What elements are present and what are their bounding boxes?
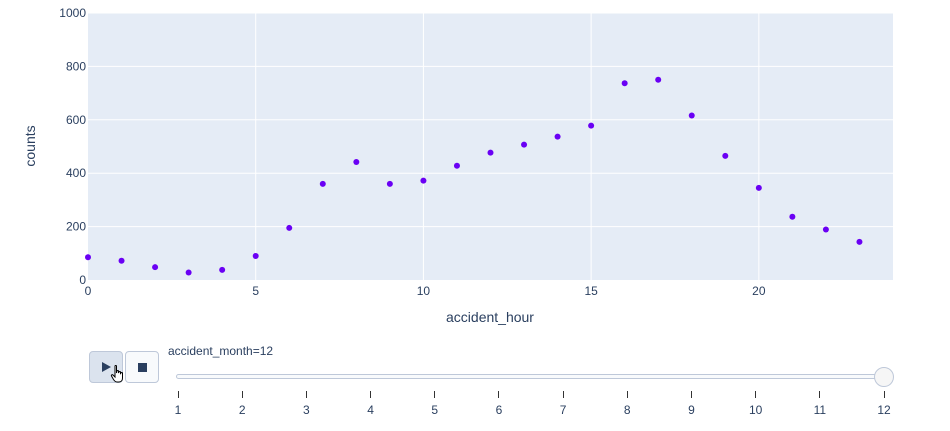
y-tick-label: 600 xyxy=(66,113,86,127)
x-tick-label: 5 xyxy=(252,284,259,298)
x-axis-ticks: 0 5 10 15 20 xyxy=(85,284,766,298)
slider-step-label[interactable]: 2 xyxy=(238,403,246,417)
data-point xyxy=(487,149,494,156)
data-point xyxy=(185,269,192,276)
slider-tick xyxy=(305,391,307,398)
data-point xyxy=(789,213,796,220)
data-point xyxy=(453,162,460,169)
slider-tick xyxy=(370,391,372,398)
data-point xyxy=(420,177,427,184)
slider-tick xyxy=(562,391,564,398)
data-point xyxy=(722,152,729,159)
slider-step-label[interactable]: 3 xyxy=(303,403,310,417)
data-point xyxy=(755,184,762,191)
data-points xyxy=(85,76,863,276)
y-tick-label: 1000 xyxy=(59,6,86,20)
play-icon xyxy=(102,362,111,372)
y-tick-label: 0 xyxy=(79,273,86,287)
slider-tick xyxy=(434,391,436,398)
slider-tick xyxy=(819,391,821,398)
data-point xyxy=(353,158,360,165)
data-point xyxy=(85,254,91,261)
slider-handle[interactable] xyxy=(874,367,894,387)
data-point xyxy=(621,80,628,87)
data-point xyxy=(118,257,125,264)
slider-step-label[interactable]: 7 xyxy=(559,403,567,417)
x-tick-label: 15 xyxy=(584,284,598,298)
slider-tick xyxy=(626,391,628,398)
slider-tick xyxy=(755,391,757,398)
slider-tick xyxy=(690,391,692,398)
data-point xyxy=(588,122,595,129)
data-point xyxy=(319,180,326,187)
data-point xyxy=(521,141,528,148)
y-tick-label: 200 xyxy=(66,220,86,234)
data-point xyxy=(286,224,293,231)
data-point xyxy=(219,266,226,273)
y-tick-label: 800 xyxy=(66,59,86,73)
x-tick-label: 10 xyxy=(417,284,431,298)
slider-step-label[interactable]: 5 xyxy=(431,403,439,417)
y-axis-ticks: 0 200 400 600 800 1000 xyxy=(59,6,86,287)
data-point xyxy=(688,112,695,119)
plot-area xyxy=(88,13,893,280)
x-tick-label: 0 xyxy=(85,284,92,298)
x-tick-label: 20 xyxy=(752,284,766,298)
data-point xyxy=(856,238,863,245)
data-point xyxy=(152,264,159,271)
slider-tick xyxy=(241,391,243,398)
slider-rail[interactable] xyxy=(176,374,884,379)
slider-step-label[interactable]: 12 xyxy=(877,403,891,417)
grid-lines xyxy=(88,12,893,280)
x-axis-title: accident_hour xyxy=(446,309,534,325)
slider-tick xyxy=(177,391,179,398)
slider-step-label[interactable]: 8 xyxy=(623,403,631,417)
slider-step-label[interactable]: 1 xyxy=(174,403,182,417)
data-point xyxy=(252,252,259,259)
slider-tick xyxy=(883,391,885,398)
data-point xyxy=(554,133,561,140)
data-point xyxy=(655,76,662,83)
data-point xyxy=(386,180,393,187)
slider-step-label[interactable]: 10 xyxy=(748,403,763,417)
slider-tick xyxy=(498,391,500,398)
slider-step-label[interactable]: 9 xyxy=(688,403,695,417)
play-button[interactable] xyxy=(89,351,123,383)
slider-step-label[interactable]: 4 xyxy=(367,403,374,417)
data-point xyxy=(822,226,829,233)
slider-step-label[interactable]: 6 xyxy=(495,403,503,417)
stop-icon xyxy=(137,362,147,372)
slider-step-label[interactable]: 11 xyxy=(813,403,827,417)
y-axis-title: counts xyxy=(22,125,38,166)
slider-current-value: accident_month=12 xyxy=(168,344,274,358)
y-tick-label: 400 xyxy=(66,166,86,180)
stop-button[interactable] xyxy=(125,351,159,383)
